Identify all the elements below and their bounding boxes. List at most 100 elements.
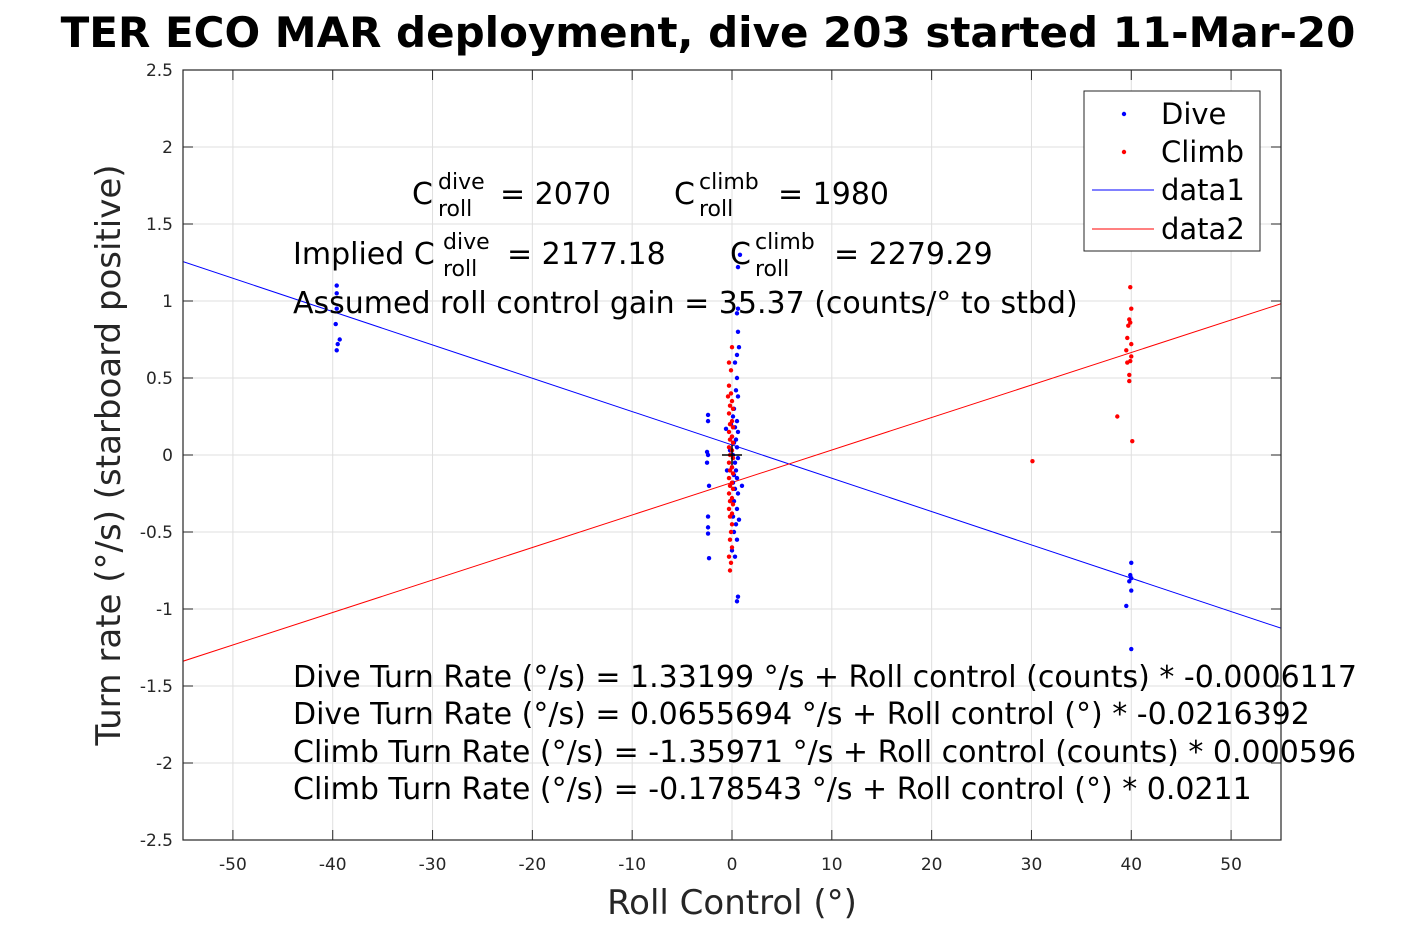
point-climb <box>726 506 732 512</box>
x-tick-label: 50 <box>1220 855 1242 875</box>
point-dive <box>705 531 711 536</box>
x-tick-label: 10 <box>821 855 843 875</box>
point-dive <box>333 321 338 327</box>
y-tick-label: 2 <box>162 138 173 158</box>
point-climb <box>726 460 732 465</box>
point-climb <box>727 483 733 488</box>
point-dive <box>735 264 741 270</box>
point-dive <box>334 306 339 311</box>
point-dive <box>1129 646 1134 652</box>
point-dive <box>1127 579 1132 584</box>
point-dive <box>734 375 740 381</box>
point-climb <box>730 406 736 411</box>
point-climb <box>726 360 732 365</box>
point-dive <box>334 283 339 288</box>
point-climb <box>1128 284 1133 290</box>
sup-dive: dive <box>438 170 485 195</box>
point-dive <box>734 475 740 481</box>
point-dive <box>733 388 739 393</box>
point-climb <box>1030 458 1035 464</box>
point-dive <box>735 306 741 311</box>
point-dive <box>729 548 735 553</box>
point-climb <box>1127 378 1132 384</box>
x-tick-label: -10 <box>618 855 646 875</box>
point-dive <box>705 525 711 530</box>
sup-dive: dive <box>443 230 490 255</box>
point-climb <box>729 398 735 404</box>
point-dive <box>735 394 741 399</box>
implied-c-roll-annotation: Implied C dive roll = 2177.18 C climb ro… <box>293 230 993 282</box>
point-climb <box>1130 438 1135 444</box>
point-dive <box>334 348 339 353</box>
legend-swatch-dive <box>1121 111 1127 117</box>
equation-climb-degrees: Climb Turn Rate (°/s) = -0.178543 °/s + … <box>293 772 1252 807</box>
point-dive <box>705 514 711 519</box>
point-dive <box>734 352 740 358</box>
point-climb <box>728 391 734 396</box>
point-climb <box>729 522 735 527</box>
implied-dive-value: = 2177.18 <box>507 237 666 272</box>
point-dive <box>734 418 740 424</box>
gain-annotation: Assumed roll control gain = 35.37 (count… <box>293 286 1078 321</box>
sub-roll: roll <box>443 257 477 282</box>
point-dive <box>732 460 738 465</box>
point-dive <box>736 517 742 522</box>
y-tick-label: 2.5 <box>146 61 173 81</box>
point-climb <box>726 491 732 496</box>
point-climb <box>729 345 735 350</box>
point-climb <box>1124 348 1129 353</box>
fit-line-data1 <box>183 261 1281 629</box>
point-climb <box>1129 306 1134 311</box>
c-letter: C <box>412 177 433 212</box>
y-tick-label: 0 <box>162 446 173 466</box>
point-dive <box>705 418 711 424</box>
point-climb <box>1129 341 1134 347</box>
x-tick-label: -40 <box>319 855 347 875</box>
point-dive <box>735 491 741 496</box>
y-tick-label: -1 <box>156 600 173 620</box>
x-tick-label: -30 <box>419 855 447 875</box>
c-dive-value: = 2070 <box>500 177 611 212</box>
point-climb <box>726 383 732 388</box>
point-dive <box>705 412 711 418</box>
point-dive <box>734 599 740 604</box>
x-tick-label: 20 <box>921 855 943 875</box>
svg-text:C climb roll: C climb roll = 1980 <box>674 162 889 224</box>
point-climb <box>726 411 732 416</box>
point-dive <box>734 537 740 542</box>
point-climb <box>726 554 732 559</box>
point-dive <box>735 455 741 461</box>
point-dive <box>732 554 738 559</box>
y-tick-label: -2.5 <box>140 831 173 851</box>
point-climb <box>727 514 733 519</box>
c-roll-climb-annotation: C climb roll = 1980 <box>674 162 889 224</box>
point-climb <box>727 499 733 504</box>
implied-climb-value: = 2279.29 <box>834 237 993 272</box>
point-climb <box>726 475 732 481</box>
point-dive <box>732 360 738 365</box>
point-climb <box>727 422 733 427</box>
point-climb <box>730 471 736 476</box>
equation-dive-degrees: Dive Turn Rate (°/s) = 0.0655694 °/s + R… <box>293 697 1310 732</box>
point-climb <box>727 468 733 473</box>
c-letter: C <box>674 177 695 212</box>
legend-label-data2: data2 <box>1161 212 1245 246</box>
origin-crosshair <box>722 445 742 465</box>
point-climb <box>729 545 735 550</box>
y-tick-label: -2 <box>156 754 173 774</box>
y-tick-label: -1.5 <box>140 677 173 697</box>
sub-roll: roll <box>755 257 789 282</box>
point-climb <box>1125 360 1130 365</box>
point-climb <box>726 429 732 435</box>
point-climb <box>728 529 734 535</box>
point-climb <box>727 568 733 573</box>
legend-box <box>1083 90 1261 252</box>
point-dive <box>739 483 745 488</box>
point-climb <box>730 502 736 507</box>
x-axis-label: Roll Control (°) <box>607 883 857 923</box>
point-dive <box>735 594 741 599</box>
sub-roll: roll <box>699 197 733 222</box>
point-climb <box>727 537 733 542</box>
point-climb <box>1127 372 1132 378</box>
point-dive <box>1124 603 1129 609</box>
